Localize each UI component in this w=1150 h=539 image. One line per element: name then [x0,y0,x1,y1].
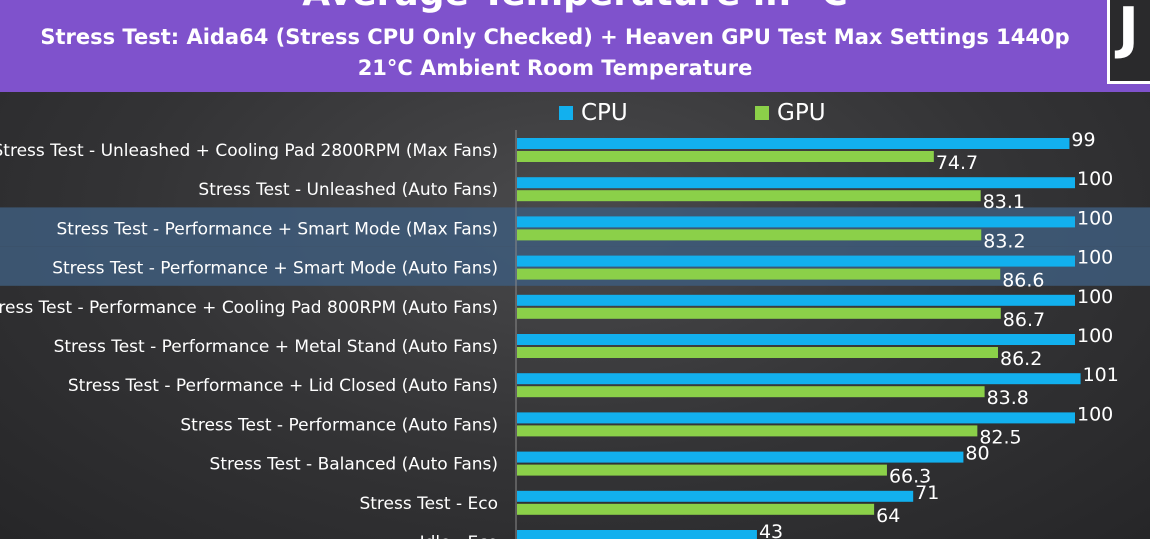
gpu-bar [517,464,887,476]
cpu-data-label: 100 [1077,286,1113,308]
cpu-bar [517,138,1070,149]
gpu-data-label: 86.2 [1000,348,1042,370]
category-label: Stress Test - Balanced (Auto Fans) [210,455,498,475]
temperature-bar-chart: CPU GPU Stress Test - Unleashed + Cooling … [0,100,1150,539]
gpu-bar [517,307,1001,319]
chart-header: Average Temperature in °C Stress Test: A… [0,0,1150,92]
cpu-data-label: 100 [1077,168,1113,190]
cpu-data-label: 100 [1077,247,1113,269]
gpu-bar [517,347,998,358]
cpu-bar [517,373,1081,385]
category-label: Idle - Eco [420,533,498,539]
cpu-bar [517,294,1075,306]
cpu-bar [517,334,1075,345]
gpu-bar [517,151,934,162]
cpu-data-label: 43 [759,521,783,539]
cpu-bar [517,490,914,502]
chart-subtitle: Stress Test: Aida64 (Stress CPU Only Che… [40,25,1070,49]
cpu-bar [517,451,964,463]
category-label: Stress Test - Performance + Smart Mode (… [57,219,498,239]
chart-title: Average Temperature in °C [0,0,1150,14]
cpu-data-label: 71 [915,482,939,504]
cpu-bar [517,530,757,539]
gpu-data-label: 82.5 [979,426,1021,448]
category-label: Stress Test - Performance (Auto Fans) [180,415,498,435]
category-label: Stress Test - Unleashed (Auto Fans) [198,180,498,200]
cpu-data-label: 101 [1083,364,1119,386]
legend-label-gpu: GPU [777,100,826,126]
gpu-bar [517,503,875,515]
cpu-data-label: 99 [1071,129,1095,151]
legend-label-cpu: CPU [581,100,628,126]
category-label: Stress Test - Performance + Metal Stand … [54,337,498,357]
category-label: Stress Test - Performance + Cooling Pad … [0,298,498,318]
gpu-data-label: 86.6 [1002,270,1044,292]
cpu-data-label: 100 [1077,325,1113,347]
cpu-data-label: 80 [965,443,989,465]
channel-logo: J [1107,0,1150,84]
category-label: Stress Test - Performance + Smart Mode (… [52,259,498,279]
gpu-data-label: 83.1 [983,191,1025,213]
category-label: Stress Test - Performance + Lid Closed (… [68,376,498,396]
gpu-bar [517,425,978,437]
logo-glyph: J [1118,0,1139,61]
gpu-bar [517,268,1001,280]
category-label: Stress Test - Eco [359,494,498,514]
cpu-bar [517,412,1075,424]
gpu-bar [517,386,985,398]
cpu-bar [517,177,1075,189]
legend-swatch-gpu [755,106,769,120]
chart-subtitle-ambient: 21°C Ambient Room Temperature [357,56,753,80]
gpu-data-label: 66.3 [889,466,931,488]
gpu-bar [517,190,981,202]
gpu-data-label: 83.8 [987,387,1029,409]
cpu-bar [517,255,1075,267]
gpu-data-label: 83.2 [983,230,1025,252]
gpu-bar [517,229,982,241]
cpu-data-label: 100 [1077,403,1113,425]
legend-swatch-cpu [559,106,573,120]
cpu-bar [517,216,1075,228]
category-label: Stress Test - Unleashed + Cooling Pad 28… [0,141,498,161]
cpu-data-label: 100 [1077,207,1113,229]
gpu-data-label: 64 [876,505,900,527]
gpu-data-label: 74.7 [936,152,978,174]
gpu-data-label: 86.7 [1003,309,1045,331]
